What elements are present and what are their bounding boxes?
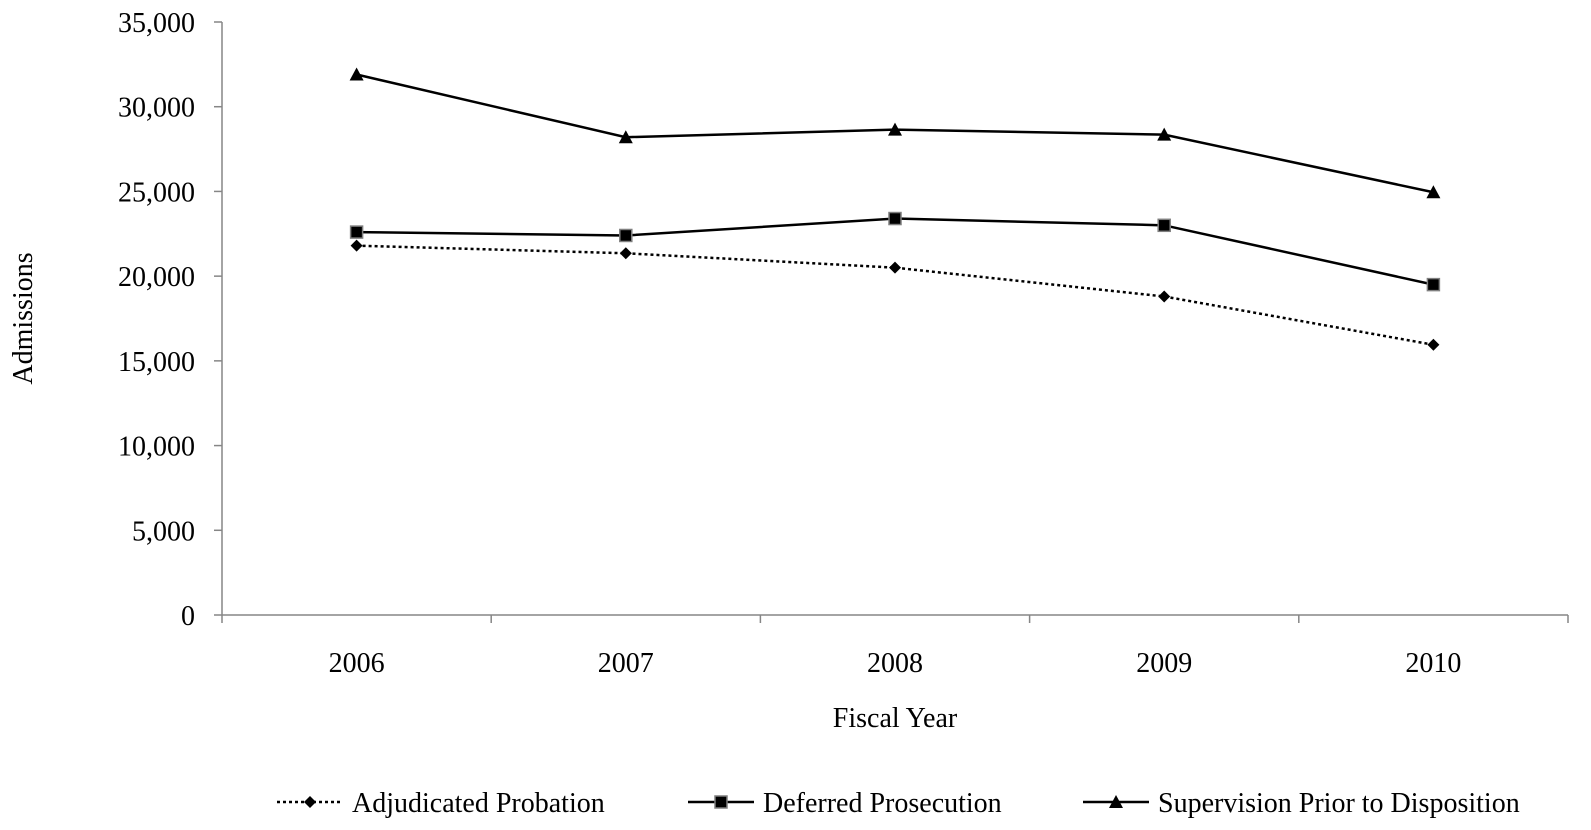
y-axis-title: Admissions bbox=[8, 252, 39, 384]
legend-marker bbox=[304, 796, 316, 808]
series-3 bbox=[349, 67, 1441, 199]
legend-label: Supervision Prior to Disposition bbox=[1158, 788, 1520, 819]
data-point bbox=[619, 228, 633, 243]
x-tick-label: 2007 bbox=[598, 648, 654, 679]
data-point bbox=[350, 239, 363, 252]
x-tick-label: 2006 bbox=[329, 648, 385, 679]
legend-item: Adjudicated Probation bbox=[277, 788, 605, 819]
legend-label: Adjudicated Probation bbox=[352, 788, 605, 819]
chart-axes bbox=[221, 22, 1568, 616]
data-point bbox=[1157, 127, 1172, 141]
x-axis-title: Fiscal Year bbox=[833, 703, 958, 734]
data-point bbox=[619, 247, 632, 260]
data-point bbox=[888, 211, 902, 226]
legend-marker bbox=[714, 795, 728, 809]
data-point bbox=[1427, 338, 1440, 351]
data-point bbox=[1157, 218, 1171, 233]
data-point bbox=[1158, 290, 1171, 303]
data-point bbox=[1426, 185, 1441, 199]
data-point bbox=[1426, 277, 1441, 292]
data-point bbox=[349, 67, 364, 81]
legend-marker bbox=[1109, 795, 1123, 808]
data-point bbox=[349, 225, 364, 239]
series-line bbox=[356, 217, 1434, 286]
x-tick-label: 2009 bbox=[1136, 648, 1192, 679]
data-point bbox=[889, 261, 901, 274]
data-point bbox=[888, 122, 902, 136]
y-tick-label: 5,000 bbox=[132, 516, 195, 547]
y-tick-label: 20,000 bbox=[118, 262, 195, 293]
y-tick-label: 35,000 bbox=[118, 8, 195, 39]
data-point bbox=[618, 130, 633, 144]
chart-legend: Adjudicated Probation Deferred Prosecutio… bbox=[277, 788, 1520, 819]
y-tick-label: 15,000 bbox=[118, 347, 195, 378]
legend-item: Deferred Prosecution bbox=[688, 788, 1002, 819]
x-axis-ticks: 2006 2007 2008 2009 2010 bbox=[221, 615, 1569, 679]
series-1 bbox=[350, 239, 1440, 351]
x-tick-label: 2008 bbox=[867, 648, 923, 679]
y-tick-label: 25,000 bbox=[118, 177, 195, 208]
legend-item: Supervision Prior to Disposition bbox=[1083, 788, 1520, 819]
legend-label: Deferred Prosecution bbox=[763, 788, 1002, 819]
y-tick-label: 0 bbox=[181, 601, 195, 632]
chart-series bbox=[349, 67, 1441, 351]
series-line bbox=[356, 244, 1434, 346]
x-tick-label: 2010 bbox=[1405, 648, 1461, 679]
y-tick-label: 30,000 bbox=[118, 93, 195, 124]
y-axis-ticks: 0 5,000 10,000 15,000 20,000 25,000 30,000 35,0… bbox=[118, 8, 222, 632]
series-2 bbox=[349, 211, 1441, 292]
y-tick-label: 10,000 bbox=[118, 432, 195, 463]
